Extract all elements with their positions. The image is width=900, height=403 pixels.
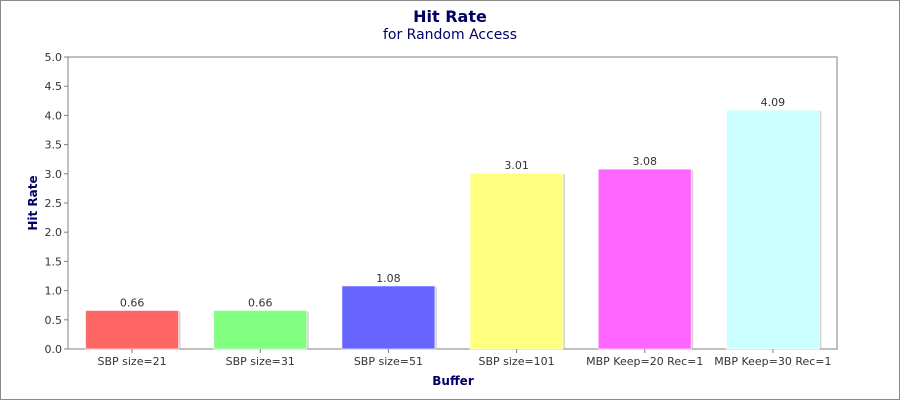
- bar-value-label: 3.01: [504, 159, 529, 172]
- x-tick-label: SBP size=101: [478, 355, 554, 368]
- bars: 0.66 0.66 1.08 3.01 3.08 4.09: [85, 96, 822, 350]
- bar: [341, 285, 436, 350]
- bar-value-label: 0.66: [120, 296, 145, 309]
- bar: [469, 172, 564, 350]
- y-tick-label: 2.5: [45, 197, 63, 210]
- y-tick-label: 1.5: [45, 255, 63, 268]
- y-tick-label: 3.5: [45, 139, 63, 152]
- y-tick-label: 1.0: [45, 285, 63, 298]
- y-tick-label: 2.0: [45, 226, 63, 239]
- x-tick-label: MBP Keep=30 Rec=1: [714, 355, 831, 368]
- bar: [597, 168, 692, 350]
- x-tick-label: SBP size=31: [226, 355, 295, 368]
- y-axis: 0.0 0.5 1.0 1.5 2.0 2.5 3.0 3.5 4.0 4.5 5.0: [45, 51, 68, 356]
- bar: [213, 309, 308, 350]
- x-axis-label: Buffer: [432, 374, 474, 388]
- bar: [725, 109, 820, 350]
- y-tick-label: 4.5: [45, 80, 63, 93]
- bar: [85, 309, 180, 350]
- y-tick-label: 5.0: [45, 51, 63, 64]
- y-tick-label: 0.0: [45, 343, 63, 356]
- y-tick-label: 4.0: [45, 109, 63, 122]
- bar-value-label: 1.08: [376, 272, 401, 285]
- chart-title: Hit Rate: [413, 7, 487, 26]
- bar-value-label: 0.66: [248, 296, 273, 309]
- chart-subtitle: for Random Access: [383, 27, 517, 43]
- x-tick-label: MBP Keep=20 Rec=1: [586, 355, 703, 368]
- y-tick-label: 3.0: [45, 168, 63, 181]
- y-tick-label: 0.5: [45, 314, 63, 327]
- bar-value-label: 3.08: [633, 155, 658, 168]
- bar-value-label: 4.09: [761, 96, 786, 109]
- x-tick-label: SBP size=51: [354, 355, 423, 368]
- x-axis: SBP size=21 SBP size=31 SBP size=51 SBP siz…: [97, 349, 832, 368]
- plot-area: [67, 56, 838, 350]
- x-tick-label: SBP size=21: [97, 355, 166, 368]
- y-axis-label: Hit Rate: [26, 175, 40, 230]
